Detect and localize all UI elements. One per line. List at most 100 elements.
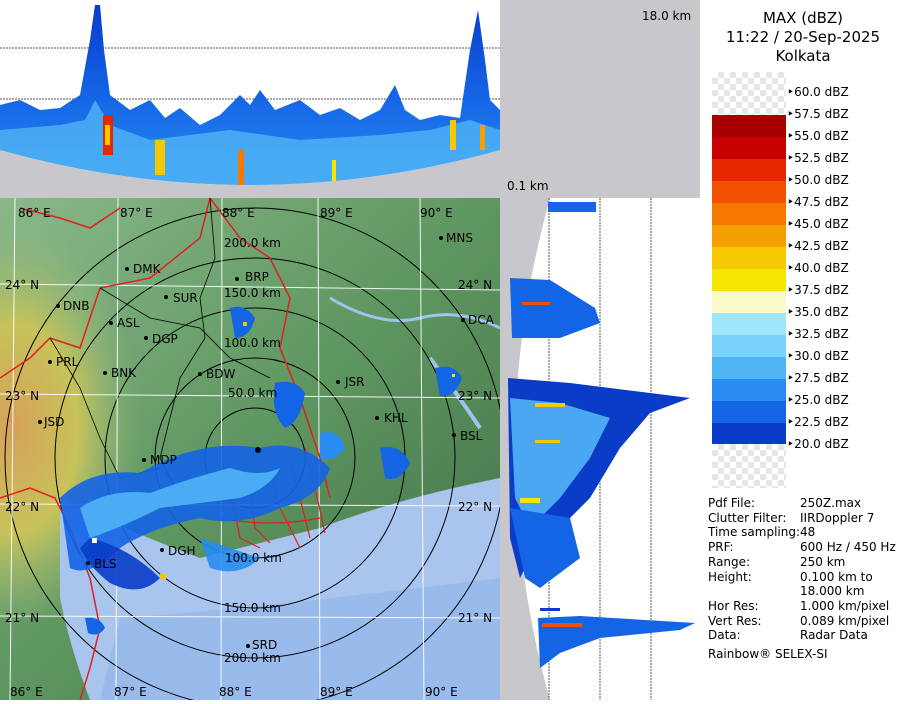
- legend-swatch: [712, 181, 786, 203]
- lat-right-22: 22° N: [458, 500, 493, 514]
- legend-swatch: [712, 137, 786, 159]
- info-value: 1.000 km/pixel: [800, 599, 890, 613]
- legend-level-label: ‣47.5 dBZ: [787, 195, 849, 209]
- ring-label-200-south: 200.0 km: [224, 651, 281, 665]
- ring-label-150-north: 150.0 km: [224, 286, 281, 300]
- info-key: Time sampling:: [708, 525, 801, 539]
- legend-level-label: ‣32.5 dBZ: [787, 327, 849, 341]
- info-value: 250 km: [800, 555, 846, 569]
- scan-datetime: 11:22 / 20-Sep-2025: [725, 28, 881, 46]
- legend-level-label: ‣25.0 dBZ: [787, 393, 849, 407]
- city-label-bls: BLS: [94, 557, 117, 571]
- city-label-asl: ASL: [117, 316, 140, 330]
- east-echo-3: [538, 616, 695, 668]
- legend-swatch: [712, 401, 786, 423]
- legend-level-label: ‣40.0 dBZ: [787, 261, 849, 275]
- lat-left-22: 22° N: [5, 500, 40, 514]
- legend-swatch: [712, 357, 786, 379]
- ring-label-150-south: 150.0 km: [224, 601, 281, 615]
- legend-level-label: ‣52.5 dBZ: [787, 151, 849, 165]
- legend-level-label: ‣30.0 dBZ: [787, 349, 849, 363]
- east-height-profile: [500, 198, 700, 700]
- lat-left-21: 21° N: [5, 611, 40, 625]
- legend-level-label: ‣50.0 dBZ: [787, 173, 849, 187]
- city-label-dca: DCA: [468, 313, 494, 327]
- lat-right-23: 23° N: [458, 389, 493, 403]
- info-value: 0.100 km to: [800, 570, 873, 584]
- top-height-label: 18.0 km: [642, 9, 692, 23]
- city-label-sur: SUR: [173, 291, 198, 305]
- legend-level-label: ‣55.0 dBZ: [787, 129, 849, 143]
- legend-no-data-bottom: [712, 444, 786, 488]
- legend-level-label: ‣27.5 dBZ: [787, 371, 849, 385]
- city-label-jsd: JSD: [44, 415, 65, 429]
- info-value: 250Z.max: [800, 496, 862, 510]
- info-key: Hor Res:: [708, 599, 759, 613]
- info-key: Height:: [708, 570, 752, 584]
- info-value: 18.000 km: [800, 584, 865, 598]
- legend-level-label: ‣42.5 dBZ: [787, 239, 849, 253]
- info-value: 0.089 km/pixel: [800, 614, 890, 628]
- ring-label-100-north: 100.0 km: [224, 336, 281, 350]
- info-value: Radar Data: [800, 628, 868, 642]
- legend-swatch: [712, 269, 786, 291]
- north-profile-graphic: [0, 5, 500, 198]
- legend-swatch: [712, 313, 786, 335]
- city-markers: [38, 236, 465, 648]
- lon-top-89: 89° E: [320, 206, 353, 220]
- radar-echoes: [60, 306, 462, 635]
- city-label-brp: BRP: [245, 270, 269, 284]
- lat-left-23: 23° N: [5, 389, 40, 403]
- legend-swatch: [712, 423, 786, 445]
- city-label-jsr: JSR: [345, 375, 365, 389]
- city-label-bdw: BDW: [206, 367, 236, 381]
- east-profile-graphic: [500, 198, 695, 700]
- info-value: 48: [800, 525, 816, 539]
- legend-level-label: ‣22.5 dBZ: [787, 415, 849, 429]
- info-key: Range:: [708, 555, 751, 569]
- lon-top-90: 90° E: [420, 206, 453, 220]
- city-label-bnk: BNK: [111, 366, 137, 380]
- legend-swatch: [712, 115, 786, 137]
- lon-top-88: 88° E: [222, 206, 255, 220]
- ppi-map: 86° E 87° E 88° E 89° E 90° E 86° E 87° …: [0, 198, 500, 700]
- lon-bottom-89: 89° E: [320, 685, 353, 699]
- ring-label-50-north: 50.0 km: [228, 386, 278, 400]
- legend-swatch: [712, 335, 786, 357]
- ring-label-100-south: 100.0 km: [225, 551, 282, 565]
- city-label-dgp: DGP: [152, 332, 178, 346]
- city-label-mdp: MDP: [150, 453, 177, 467]
- lon-bottom-87: 87° E: [114, 685, 147, 699]
- lat-right-21: 21° N: [458, 611, 493, 625]
- city-label-prl: PRL: [56, 355, 79, 369]
- legend-level-label: ‣45.0 dBZ: [787, 217, 849, 231]
- city-label-dgh: DGH: [168, 544, 196, 558]
- legend-swatch: [712, 247, 786, 269]
- lat-right-24: 24° N: [458, 278, 493, 292]
- info-key: Pdf File:: [708, 496, 756, 510]
- legend-swatch: [712, 225, 786, 247]
- legend-level-label: ‣57.5 dBZ: [787, 107, 849, 121]
- station-name: Kolkata: [775, 47, 831, 65]
- legend-level-label: ‣35.0 dBZ: [787, 305, 849, 319]
- city-label-dnb: DNB: [63, 299, 90, 313]
- legend-swatch: [712, 159, 786, 181]
- city-label-dmk: DMK: [133, 262, 161, 276]
- city-label-mns: MNS: [446, 231, 473, 245]
- north-height-profile: [0, 0, 500, 198]
- lon-bottom-86: 86° E: [10, 685, 43, 699]
- info-key: Data:: [708, 628, 741, 642]
- ring-label-200-north: 200.0 km: [224, 236, 281, 250]
- vendor-footer: Rainbow® SELEX-SI: [708, 647, 828, 661]
- legend-swatch: [712, 291, 786, 313]
- info-key: PRF:: [708, 540, 734, 554]
- product-title: MAX (dBZ): [762, 9, 844, 27]
- info-value: IIRDoppler 7: [800, 511, 875, 525]
- info-value: 600 Hz / 450 Hz: [800, 540, 896, 554]
- lat-left-24: 24° N: [5, 278, 40, 292]
- legend-level-label: ‣60.0 dBZ: [787, 85, 849, 99]
- info-key: Vert Res:: [708, 614, 762, 628]
- lon-bottom-90: 90° E: [425, 685, 458, 699]
- east-echo-1: [510, 278, 600, 338]
- lon-bottom-88: 88° E: [219, 685, 252, 699]
